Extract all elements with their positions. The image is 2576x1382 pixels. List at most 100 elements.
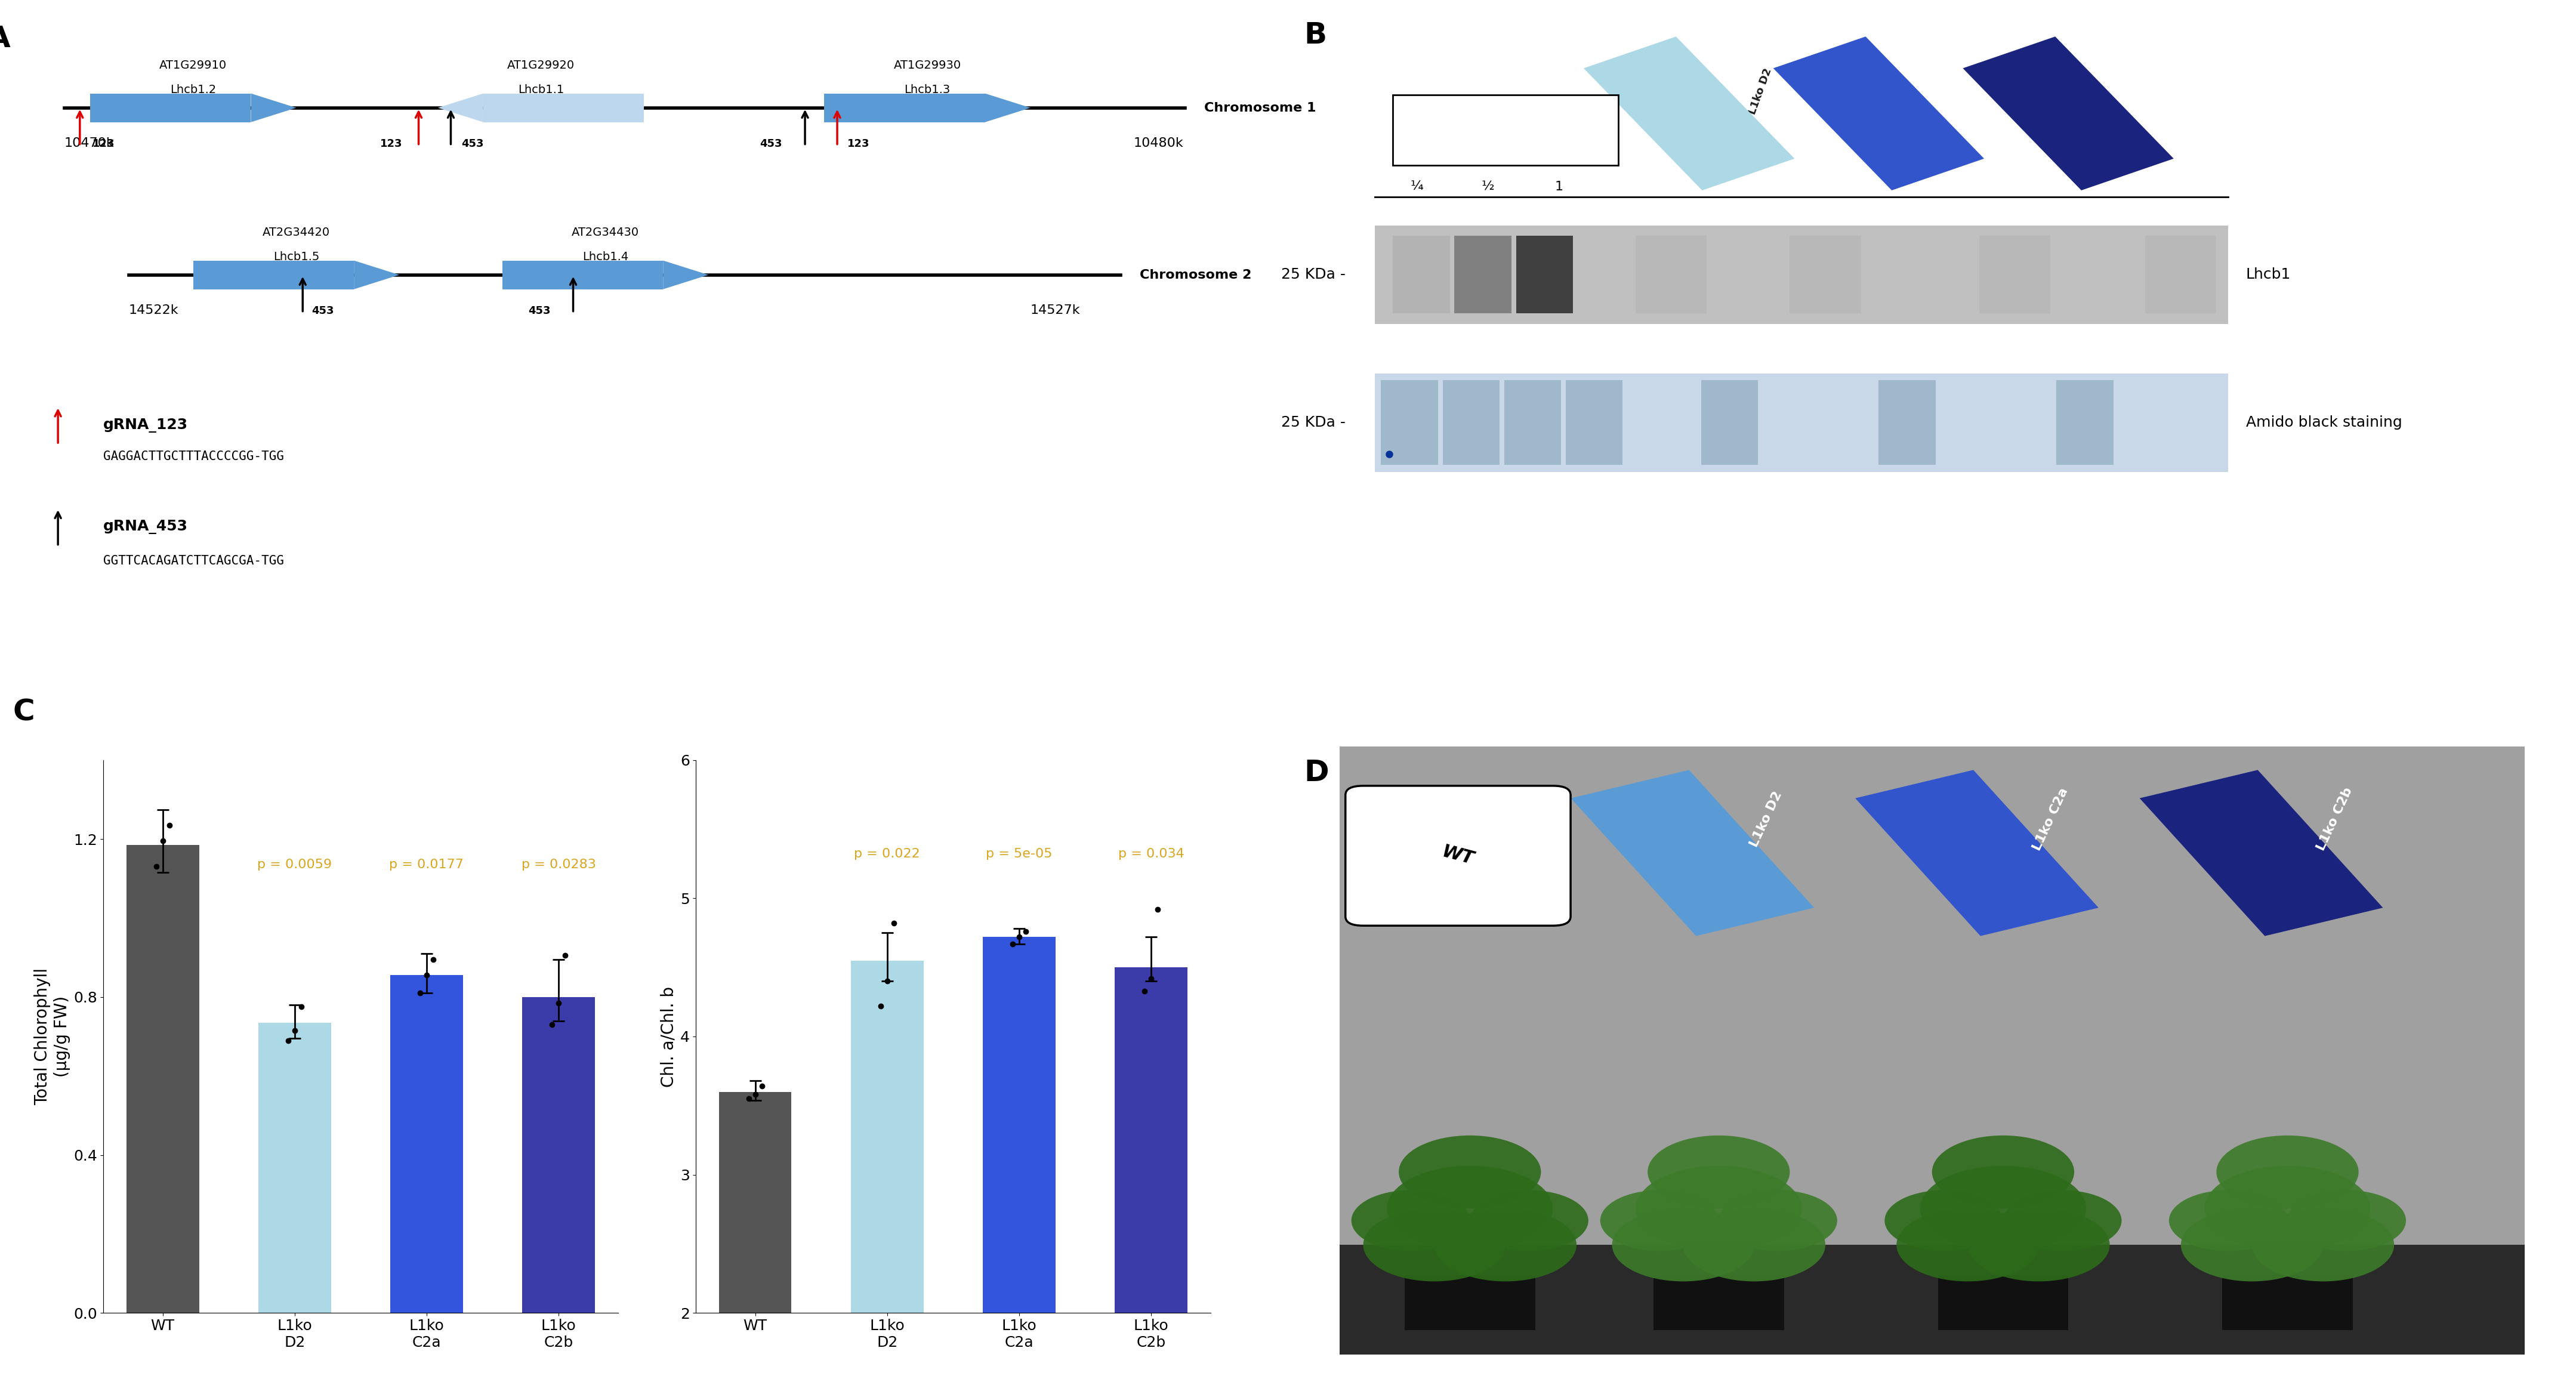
Bar: [984, 937, 1056, 1382]
Circle shape: [2287, 1190, 2406, 1251]
Bar: [1790, 236, 1860, 314]
Text: 453: 453: [528, 305, 551, 316]
Bar: [1115, 967, 1188, 1382]
Bar: [523, 996, 595, 1313]
Bar: [1443, 380, 1499, 464]
Text: Lhcb1.2: Lhcb1.2: [170, 84, 216, 95]
Text: 10470k: 10470k: [64, 137, 113, 149]
Circle shape: [1435, 1208, 1577, 1281]
Bar: [719, 1092, 791, 1382]
Bar: [1584, 36, 1795, 191]
Text: Chromosome 1: Chromosome 1: [1206, 102, 1316, 113]
Bar: [1878, 380, 1935, 464]
Text: 453: 453: [461, 138, 484, 149]
Bar: [1394, 236, 1450, 314]
Bar: [1504, 380, 1561, 464]
Text: Chromosome 2: Chromosome 2: [1141, 269, 1252, 281]
Circle shape: [1649, 1136, 1790, 1208]
Circle shape: [1968, 1208, 2110, 1281]
Bar: [1571, 770, 1814, 936]
Bar: [1340, 1245, 2524, 1354]
Text: Amido black staining: Amido black staining: [2246, 416, 2403, 430]
Bar: [1855, 770, 2099, 936]
Bar: [1636, 236, 1708, 314]
Bar: [1654, 1276, 1783, 1329]
Bar: [1381, 380, 1437, 464]
Bar: [824, 94, 984, 122]
Circle shape: [2004, 1190, 2123, 1251]
Bar: [126, 844, 198, 1313]
Text: ½: ½: [1481, 181, 1494, 192]
Bar: [1963, 36, 2174, 191]
Circle shape: [1613, 1208, 1754, 1281]
Text: D: D: [1303, 759, 1329, 788]
Text: L1ko C2a: L1ko C2a: [2030, 786, 2071, 853]
Text: AT2G34430: AT2G34430: [572, 227, 639, 238]
Circle shape: [1352, 1190, 1471, 1251]
Text: AT1G29930: AT1G29930: [894, 59, 961, 70]
Bar: [392, 976, 464, 1313]
Text: 14522k: 14522k: [129, 304, 178, 316]
Bar: [502, 260, 662, 289]
Y-axis label: Chl. a/Chl. b: Chl. a/Chl. b: [659, 987, 677, 1086]
Polygon shape: [250, 94, 296, 122]
Bar: [1772, 36, 1984, 191]
Polygon shape: [984, 94, 1030, 122]
Text: L1ko C2a: L1ko C2a: [1935, 64, 1963, 119]
Bar: [1376, 373, 2228, 471]
Text: GAGGACTTGCTTTACCCCGG-TGG: GAGGACTTGCTTTACCCCGG-TGG: [103, 451, 283, 463]
Bar: [193, 260, 353, 289]
Text: WT: WT: [1492, 123, 1520, 137]
Bar: [2141, 770, 2383, 936]
Text: Lhcb1.1: Lhcb1.1: [518, 84, 564, 95]
Text: 123: 123: [93, 138, 116, 149]
Text: GGTTCACAGATCTTCAGCGA-TGG: GGTTCACAGATCTTCAGCGA-TGG: [103, 556, 283, 567]
Text: p = 0.0059: p = 0.0059: [258, 858, 332, 871]
Bar: [1517, 236, 1574, 314]
Circle shape: [1600, 1190, 1718, 1251]
Bar: [1455, 236, 1512, 314]
Polygon shape: [353, 260, 399, 289]
Text: AT2G34420: AT2G34420: [263, 227, 330, 238]
Bar: [1937, 1276, 2069, 1329]
Bar: [1566, 380, 1623, 464]
Circle shape: [1932, 1136, 2074, 1208]
Circle shape: [1682, 1208, 1826, 1281]
Circle shape: [1363, 1208, 1504, 1281]
Text: 10480k: 10480k: [1133, 137, 1182, 149]
Text: B: B: [1303, 21, 1327, 50]
Text: p = 0.0177: p = 0.0177: [389, 858, 464, 871]
Text: gRNA_123: gRNA_123: [103, 419, 188, 433]
Polygon shape: [438, 94, 484, 122]
Bar: [2223, 1276, 2352, 1329]
Text: 1: 1: [1553, 181, 1564, 192]
Bar: [90, 94, 250, 122]
Text: Lhcb1.3: Lhcb1.3: [904, 84, 951, 95]
Bar: [1376, 225, 2228, 323]
Text: Lhcb1: Lhcb1: [2246, 268, 2290, 282]
Text: AT1G29920: AT1G29920: [507, 59, 574, 70]
Circle shape: [1471, 1190, 1589, 1251]
Circle shape: [1718, 1190, 1837, 1251]
Text: Lhcb1.5: Lhcb1.5: [273, 252, 319, 263]
Circle shape: [1919, 1166, 2087, 1251]
Text: ¼: ¼: [1409, 181, 1422, 192]
Text: p = 0.0283: p = 0.0283: [520, 858, 595, 871]
Circle shape: [2169, 1190, 2287, 1251]
Text: AT1G29910: AT1G29910: [160, 59, 227, 70]
Text: 123: 123: [381, 138, 402, 149]
Text: A: A: [0, 25, 10, 53]
Text: L1ko C2b: L1ko C2b: [2316, 786, 2354, 853]
Bar: [1700, 380, 1757, 464]
Bar: [484, 94, 644, 122]
Text: 25 KDa -: 25 KDa -: [1280, 268, 1345, 282]
Bar: [258, 1023, 330, 1313]
Bar: [850, 960, 922, 1382]
Text: 14527k: 14527k: [1030, 304, 1079, 316]
Text: p = 0.022: p = 0.022: [855, 847, 920, 860]
Text: gRNA_453: gRNA_453: [103, 520, 188, 535]
Text: L1ko D2: L1ko D2: [1747, 66, 1772, 116]
Text: p = 5e-05: p = 5e-05: [987, 847, 1054, 860]
Text: L1ko D2: L1ko D2: [1749, 789, 1785, 849]
Circle shape: [1399, 1136, 1540, 1208]
